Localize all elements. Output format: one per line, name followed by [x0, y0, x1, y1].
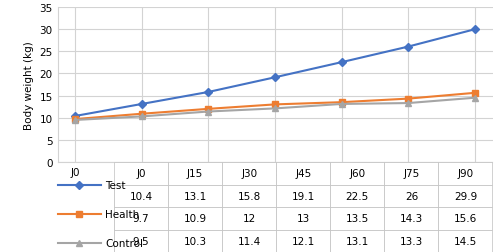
Test [272, 76, 278, 79]
Control [72, 119, 78, 122]
Control [405, 102, 411, 105]
Text: Health: Health [106, 209, 140, 219]
Control [206, 111, 212, 114]
Health [206, 108, 212, 111]
Line: Test: Test [72, 27, 477, 119]
Control [472, 97, 478, 100]
Test [72, 115, 78, 118]
Health [338, 101, 344, 104]
Text: Control: Control [106, 238, 144, 248]
Control [338, 103, 344, 106]
Y-axis label: Body weight (kg): Body weight (kg) [24, 41, 34, 129]
Control [139, 115, 145, 118]
Test [405, 46, 411, 49]
Text: Test: Test [106, 180, 126, 190]
Health [472, 92, 478, 95]
Line: Control: Control [72, 96, 477, 123]
Health [139, 113, 145, 116]
Health [72, 118, 78, 121]
Test [206, 91, 212, 94]
Test [338, 61, 344, 65]
Control [272, 107, 278, 110]
Test [472, 29, 478, 32]
Test [139, 103, 145, 106]
Line: Health: Health [72, 91, 477, 122]
Health [272, 104, 278, 107]
Health [405, 98, 411, 101]
